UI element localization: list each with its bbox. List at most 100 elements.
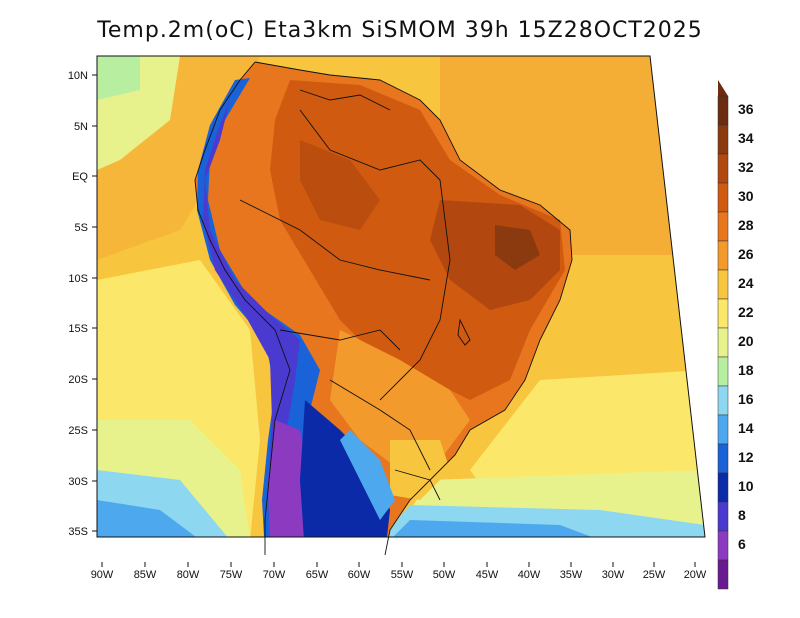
colorbar-label: 22 [738,304,754,320]
lon-tick: 40W [518,562,541,581]
lon-tick: 85W [134,562,157,581]
lon-label: 70W [263,569,286,581]
lat-tick: 5S [75,222,97,234]
lat-label: 15S [68,323,88,335]
lat-tick: 10S [68,273,97,285]
colorbar-swatch [717,124,729,155]
colorbar-swatch [717,327,729,358]
lon-tick: 75W [220,562,243,581]
colorbar: 36 34 32 30 28 26 24 22 20 18 16 14 12 1… [717,80,754,590]
colorbar-swatch [717,182,729,213]
map-title: Temp.2m(oC) Eta3km SiSMOM 39h 15Z28OCT20… [97,18,703,43]
lat-tick: 30S [68,476,97,488]
field-34-amazon [300,140,380,230]
lon-tick: 25W [643,562,666,581]
lon-tick: 50W [433,562,456,581]
lat-tick: 10N [68,70,97,82]
domain-frame [96,55,706,538]
lat-tick: 5N [74,121,97,133]
lon-label: 40W [518,569,541,581]
colorbar-swatch [717,501,729,532]
lon-tick: 45W [476,562,499,581]
colorbar-swatch [717,298,729,329]
lon-tick: 20W [684,562,707,581]
colorbar-swatch [717,269,729,300]
lat-tick: EQ [72,171,97,183]
lon-tick: 90W [91,562,114,581]
colorbar-swatch [717,472,729,503]
lat-label: 20S [68,374,88,386]
lon-label: 20W [684,569,707,581]
colorbar-top-arrow [718,80,728,96]
field-26-south [390,440,450,500]
colorbar-label: 34 [738,130,754,146]
map-field [97,56,705,537]
lon-label: 75W [220,569,243,581]
lat-label: 5N [74,121,88,133]
lon-label: 90W [91,569,114,581]
colorbar-swatch [717,443,729,474]
field-36-hotspot [495,225,540,270]
lon-tick: 60W [348,562,371,581]
colorbar-label: 8 [738,507,746,523]
colorbar-swatch [717,385,729,416]
lon-label: 85W [134,569,157,581]
colorbar-label: 30 [738,188,754,204]
colorbar-label: 18 [738,362,754,378]
patagonia-coldest [268,420,310,537]
field-28-south [330,330,470,470]
ocean-field-18 [97,500,200,537]
lon-label: 80W [177,569,200,581]
lon-label: 60W [348,569,371,581]
colorbar-label: 26 [738,246,754,262]
colorbar-swatch [717,95,729,126]
colorbar-swatch [717,559,729,590]
colorbar-label: 36 [738,101,754,117]
colorbar-label: 14 [738,420,754,436]
lon-label: 45W [476,569,499,581]
lon-tick: 70W [263,562,286,581]
colorbar-swatch [717,153,729,184]
lat-tick: 15S [68,323,97,335]
lat-tick: 20S [68,374,97,386]
lat-label: 10S [68,273,88,285]
colorbar-swatch [717,356,729,387]
lon-label: 25W [643,569,666,581]
lon-label: 35W [560,569,583,581]
colorbar-swatch [717,414,729,445]
lat-label: 10N [68,70,88,82]
lat-label: 5S [75,222,88,234]
colorbar-label: 20 [738,333,754,349]
colorbar-label: 32 [738,159,754,175]
longitude-axis: 90W 85W 80W 75W 70W 65W 60W 55W 50W 45W … [91,562,707,581]
lon-tick: 55W [391,562,414,581]
atlantic-field-18 [390,520,600,537]
colorbar-label: 10 [738,478,754,494]
colorbar-label: 16 [738,391,754,407]
colorbar-swatch [717,211,729,242]
lat-label: 35S [68,526,88,538]
colorbar-label: 28 [738,217,754,233]
lat-tick: 25S [68,425,97,437]
pampas-light-blue [340,430,395,520]
pampas-blue [300,400,390,537]
lat-label: EQ [72,171,88,183]
lat-tick: 35S [68,526,97,538]
lon-tick: 65W [306,562,329,581]
lat-label: 25S [68,425,88,437]
lat-label: 30S [68,476,88,488]
colorbar-label: 12 [738,449,754,465]
lon-tick: 80W [177,562,200,581]
country-borders [194,61,573,556]
colorbar-swatch [717,530,729,561]
lon-label: 50W [433,569,456,581]
lon-label: 30W [602,569,625,581]
ocean-field-north-20 [97,56,140,100]
lon-tick: 35W [560,562,583,581]
lon-label: 65W [306,569,329,581]
latitude-axis: 10N 5N EQ 5S 10S 15S 20S 25S 30S 35S [68,70,97,538]
lon-tick: 30W [602,562,625,581]
colorbar-label: 6 [738,536,746,552]
lon-label: 55W [391,569,414,581]
